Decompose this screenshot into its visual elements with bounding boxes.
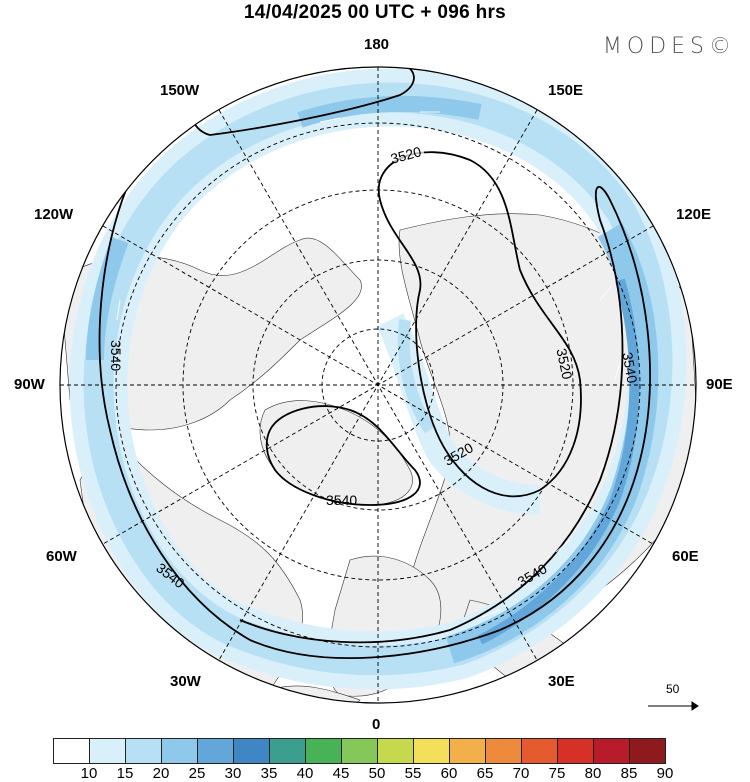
- lon-label-lower-left: 60W: [46, 548, 77, 565]
- colorbar-label: 20: [152, 765, 170, 782]
- height-contours: [98, 67, 651, 660]
- colorbar-label: 65: [476, 765, 494, 782]
- lon-label-upper-left: 150W: [160, 82, 200, 99]
- colorbar-label: 10: [80, 765, 98, 782]
- colorbar-swatch: [593, 738, 630, 764]
- colorbar-swatch: [305, 738, 342, 764]
- wind-speed-shading: [69, 68, 687, 690]
- colorbar-swatch: [53, 738, 90, 764]
- colorbar-swatch: [485, 738, 522, 764]
- lon-label-mid-upper-left: 120W: [34, 206, 74, 223]
- colorbar-label: 45: [332, 765, 350, 782]
- contour-label: 3540: [619, 351, 640, 385]
- colorbar-label: 70: [512, 765, 530, 782]
- lon-label-bottom-right: 30E: [548, 673, 575, 690]
- colorbar-label: 60: [440, 765, 458, 782]
- colorbar-swatch: [557, 738, 594, 764]
- lon-label-top: 180: [364, 36, 390, 53]
- contour-3540-north: [189, 67, 415, 136]
- colorbar-label: 55: [404, 765, 422, 782]
- lon-label-right: 90E: [706, 376, 733, 393]
- colorbar-swatch: [341, 738, 378, 764]
- lon-label-bottom: 0: [372, 716, 381, 733]
- contour-3540-main: [98, 179, 651, 660]
- colorbar-label: 80: [584, 765, 602, 782]
- contour-3540-closed: [265, 405, 421, 506]
- lon-label-bottom-left: 30W: [170, 673, 201, 690]
- contour-label: 3520: [553, 347, 575, 381]
- colorbar-swatch: [413, 738, 450, 764]
- brand-logo: MODES©: [602, 34, 736, 59]
- reference-vector-label: 50: [666, 682, 680, 696]
- colorbar-swatch: [161, 738, 198, 764]
- colorbar-swatch: [89, 738, 126, 764]
- polar-map: 3520 3520 3520 3540 3540 3540 3540 3540: [59, 66, 699, 711]
- contour-3520: [377, 151, 582, 498]
- colorbar-swatch: [125, 738, 162, 764]
- colorbar-label: 30: [224, 765, 242, 782]
- lon-label-lower-right: 60E: [672, 548, 699, 565]
- wind-vectors: [116, 111, 621, 618]
- colorbar-label: 50: [368, 765, 386, 782]
- colorbar-label: 75: [548, 765, 566, 782]
- contour-label: 3540: [326, 492, 357, 508]
- contour-label: 3520: [389, 143, 423, 167]
- colorbar-swatch: [629, 738, 666, 764]
- reference-vector: [648, 701, 699, 711]
- map-title: 14/04/2025 00 UTC + 096 hrs: [243, 2, 507, 23]
- colorbar-swatch: [377, 738, 414, 764]
- lon-label-left: 90W: [14, 376, 45, 393]
- lon-label-mid-upper-right: 120E: [676, 206, 712, 223]
- colorbar-swatch: [269, 738, 306, 764]
- colorbar-label: 25: [188, 765, 206, 782]
- colorbar-label: 35: [260, 765, 278, 782]
- contour-label: 3540: [108, 340, 124, 371]
- colorbar-swatch: [197, 738, 234, 764]
- colorbar-label: 85: [620, 765, 638, 782]
- colorbar-label: 40: [296, 765, 314, 782]
- colorbar-swatch: [233, 738, 270, 764]
- colorbar-swatch: [449, 738, 486, 764]
- colorbar-swatch: [521, 738, 558, 764]
- colorbar-label: 90: [656, 765, 674, 782]
- lon-label-upper-right: 150E: [548, 82, 584, 99]
- colorbar-label: 15: [116, 765, 134, 782]
- map-boundary: [59, 66, 697, 704]
